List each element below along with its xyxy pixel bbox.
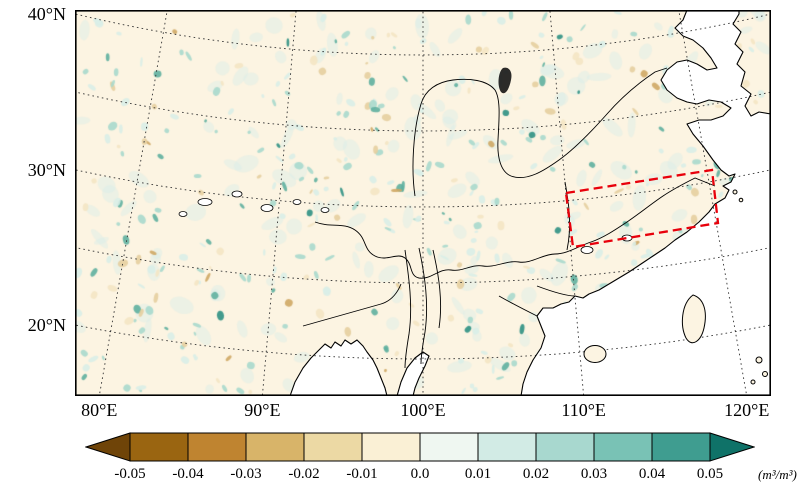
river-yunnan-3 (432, 249, 442, 329)
lon-label-110e: 110°E (561, 400, 606, 420)
coastline-paths (289, 10, 771, 396)
lon-label-90e: 90°E (244, 400, 281, 420)
river-yunnan-2 (418, 247, 428, 365)
colorbar-tick-10: 0.05 (696, 466, 724, 482)
colorbar-tick-7: 0.02 (522, 466, 550, 482)
colorbar-tick-6: 0.01 (464, 466, 492, 482)
lat-label-30n: 30°N (27, 159, 66, 180)
islet-5 (750, 379, 756, 385)
lake-tibet-5 (178, 211, 188, 217)
colorbar-cell (419, 432, 479, 462)
lake-tibet-1 (197, 198, 213, 206)
map-frame (75, 10, 771, 396)
lon-label-100e: 100°E (400, 400, 446, 420)
colorbar-cell (593, 432, 653, 462)
map-border (75, 10, 771, 396)
lon-label-80e: 80°E (81, 400, 118, 420)
graticule-dotted (75, 10, 771, 396)
coastline-korea (732, 10, 771, 117)
colorbar (85, 432, 755, 462)
colorbar-cell (245, 432, 305, 462)
colorbar-cell (535, 432, 595, 462)
highlight-box (564, 168, 720, 249)
colorbar-tick-5: 0.0 (410, 466, 430, 482)
colorbar-cell (85, 432, 131, 462)
river-yunnan-1 (404, 249, 412, 369)
lake-dongting (580, 246, 594, 254)
islet-3 (755, 356, 763, 364)
islet-2 (738, 197, 744, 203)
colorbar-cell (709, 432, 755, 462)
colorbar-tick-1: -0.04 (172, 466, 204, 482)
river-yellow (412, 67, 668, 197)
colorbar-cell (651, 432, 711, 462)
colorbar-cell (477, 432, 537, 462)
lon-label-120e: 120°E (724, 400, 770, 420)
islet-1 (732, 189, 738, 195)
lat-label-20n: 20°N (27, 315, 66, 336)
colorbar-tick-8: 0.03 (580, 466, 608, 482)
lake-tibet-2 (231, 190, 243, 198)
coastline-china (520, 10, 736, 396)
sea-china-seas (521, 10, 771, 396)
islands (583, 189, 768, 385)
colorbar-cell (129, 432, 189, 462)
river-red (498, 295, 538, 317)
colorbar-units-label: (m³/m³) (758, 467, 797, 482)
colorbar-cell (361, 432, 421, 462)
colorbar-tick-3: -0.02 (288, 466, 320, 482)
river-yangtze (314, 177, 716, 279)
colorbar-tick-2: -0.03 (230, 466, 262, 482)
lake-tibet-6 (320, 207, 330, 213)
river-pearl (536, 285, 576, 297)
lat-label-40n: 40°N (27, 3, 66, 24)
river-paths (302, 67, 716, 369)
island-taiwan (681, 294, 706, 344)
lake-tibet-3 (260, 204, 274, 212)
map-overlay (75, 10, 771, 396)
colorbar-tick-4: -0.01 (346, 466, 378, 482)
river-brahmaputra (302, 283, 402, 327)
islet-4 (762, 371, 768, 377)
lake-tibet-4 (292, 199, 302, 205)
colorbar-tick-9: 0.04 (638, 466, 666, 482)
island-hainan (583, 345, 607, 363)
coastline-martaban (396, 351, 430, 396)
colorbar-cell (187, 432, 247, 462)
coastline-bengal (289, 339, 388, 396)
colorbar-cell (303, 432, 363, 462)
sea-bay-of-bengal (290, 340, 387, 396)
lakes (178, 190, 633, 254)
colorbar-tick-0: -0.05 (114, 466, 146, 482)
dense-contour-blob (498, 67, 512, 94)
